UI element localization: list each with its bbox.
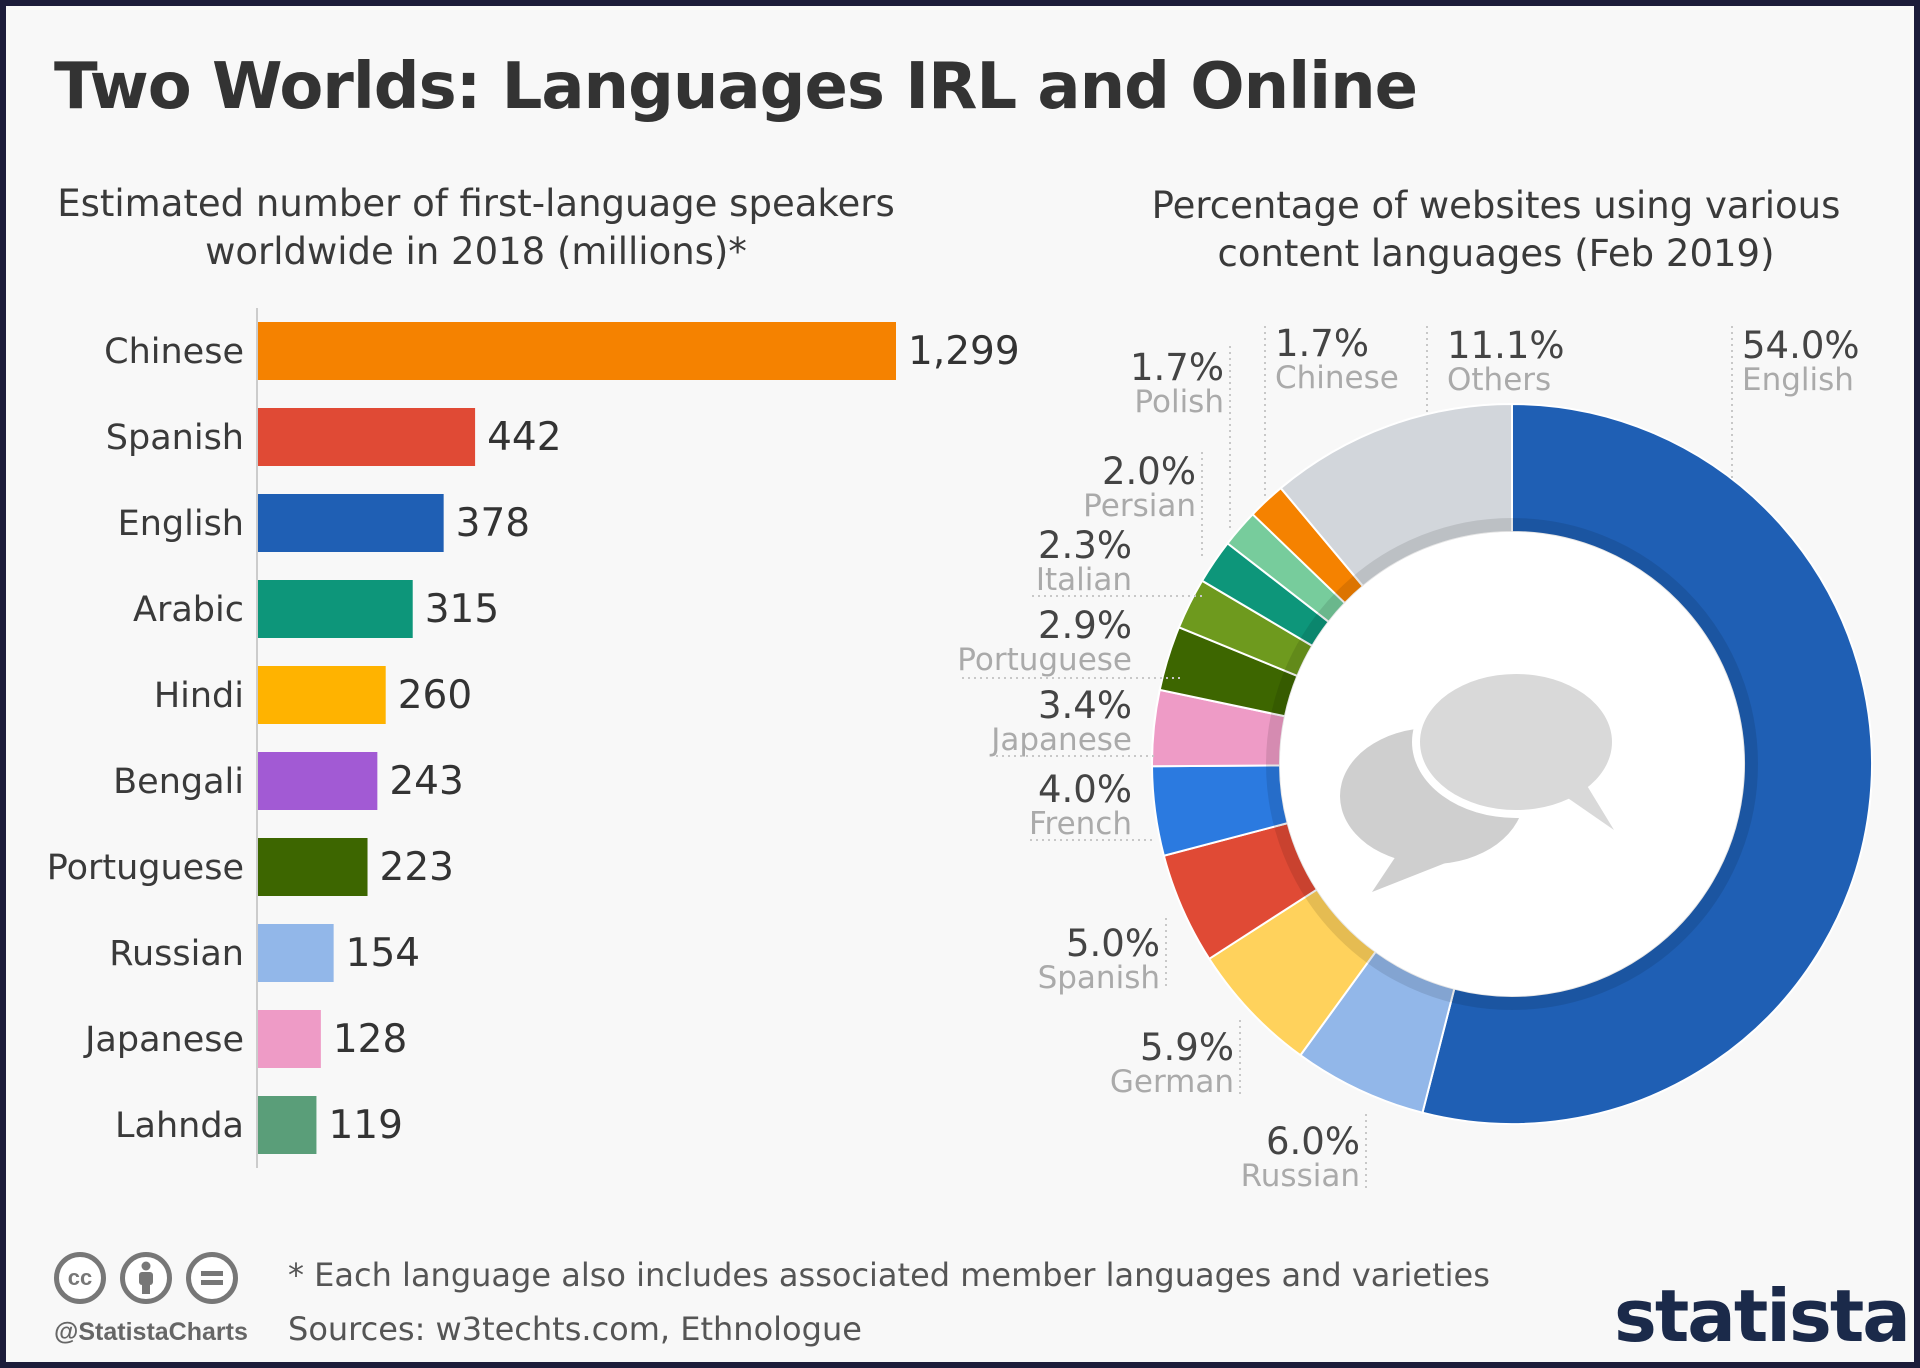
donut-value-label: 5.0% xyxy=(1066,922,1160,965)
bar-category-label: Chinese xyxy=(104,332,244,372)
donut-category-label: Persian xyxy=(1083,488,1196,524)
bar-category-label: Russian xyxy=(109,934,244,974)
speech-bubble-back-tail xyxy=(1372,850,1448,892)
donut-value-label: 2.3% xyxy=(1038,524,1132,567)
bar-value-label: 260 xyxy=(398,673,472,718)
bar-chart-subtitle: Estimated number of first-language speak… xyxy=(57,182,895,273)
donut-category-label: French xyxy=(1029,806,1132,842)
bar-value-label: 119 xyxy=(328,1103,402,1148)
bar-value-label: 243 xyxy=(389,759,463,804)
no-derivatives-icon xyxy=(186,1252,238,1304)
donut-category-label: Chinese xyxy=(1275,360,1399,396)
brand-name: statista xyxy=(1614,1274,1911,1358)
bar-category-label: Portuguese xyxy=(47,848,244,888)
speech-bubble-front-tail xyxy=(1562,784,1614,830)
statista-logo: statista xyxy=(1614,1274,1920,1358)
bar-bengali xyxy=(258,752,378,810)
bar-english xyxy=(258,494,444,552)
donut-category-label: Polish xyxy=(1134,384,1224,420)
bar-value-label: 223 xyxy=(380,845,454,890)
bar-value-label: 442 xyxy=(487,415,561,460)
bar-value-label: 315 xyxy=(425,587,499,632)
bar-category-label: Arabic xyxy=(133,590,244,630)
donut-category-label: Spanish xyxy=(1038,960,1160,996)
footnote: * Each language also includes associated… xyxy=(288,1256,1490,1294)
donut-value-label: 3.4% xyxy=(1038,684,1132,727)
donut-value-label: 6.0% xyxy=(1266,1120,1360,1163)
donut-value-label: 1.7% xyxy=(1130,346,1224,389)
donut-value-label: 5.9% xyxy=(1140,1026,1234,1069)
bar-chinese xyxy=(258,322,896,380)
donut-value-label: 11.1% xyxy=(1447,324,1565,367)
donut-category-label: English xyxy=(1742,362,1854,398)
bar-spanish xyxy=(258,408,476,466)
bar-lahnda xyxy=(258,1096,317,1154)
bar-category-label: Japanese xyxy=(83,1020,244,1060)
donut-value-label: 1.7% xyxy=(1275,322,1369,365)
donut-chart-subtitle: Percentage of websites using various con… xyxy=(1151,184,1841,275)
donut-category-label: Italian xyxy=(1036,562,1132,598)
license-icons: cc xyxy=(54,1252,238,1304)
donut-category-label: Others xyxy=(1447,362,1551,398)
bar-japanese xyxy=(258,1010,321,1068)
donut-inner-shadow xyxy=(1266,518,1758,1010)
donut-value-label: 54.0% xyxy=(1742,324,1860,367)
bar-value-label: 378 xyxy=(456,501,530,546)
bar-value-label: 154 xyxy=(346,931,420,976)
bar-category-label: Bengali xyxy=(113,762,244,802)
infographic-card: Two Worlds: Languages IRL and Online Est… xyxy=(6,6,1914,1362)
speech-bubble-front xyxy=(1420,674,1612,810)
twitter-handle: @StatistaCharts xyxy=(54,1318,248,1346)
donut-value-label: 2.9% xyxy=(1038,604,1132,647)
page-title: Two Worlds: Languages IRL and Online xyxy=(54,50,1418,124)
bar-category-label: English xyxy=(118,504,244,544)
bar-category-label: Lahnda xyxy=(115,1106,244,1146)
donut-value-label: 4.0% xyxy=(1038,768,1132,811)
bar-category-label: Spanish xyxy=(106,418,244,458)
donut-category-label: Russian xyxy=(1241,1158,1360,1194)
bar-chart: Chinese 1,299 Spanish 442 English 378 Arabic 31… xyxy=(47,308,1020,1168)
donut-category-label: Portuguese xyxy=(957,642,1132,678)
donut-value-label: 2.0% xyxy=(1102,450,1196,493)
bar-arabic xyxy=(258,580,413,638)
bar-portuguese xyxy=(258,838,368,896)
bar-hindi xyxy=(258,666,386,724)
donut-chart: 54.0%English 6.0%Russian 5.9%German 5.0%Spa… xyxy=(957,322,1873,1194)
cc-icon: cc xyxy=(54,1252,106,1304)
donut-category-label: German xyxy=(1110,1064,1234,1100)
attribution-icon xyxy=(120,1252,172,1304)
bar-category-label: Hindi xyxy=(154,676,244,716)
donut-category-label: Japanese xyxy=(989,722,1132,758)
bar-value-label: 1,299 xyxy=(908,329,1020,374)
bar-russian xyxy=(258,924,334,982)
bar-value-label: 128 xyxy=(333,1017,407,1062)
sources: Sources: w3techts.com, Ethnologue xyxy=(288,1310,862,1348)
speech-bubbles-icon xyxy=(1340,666,1620,892)
